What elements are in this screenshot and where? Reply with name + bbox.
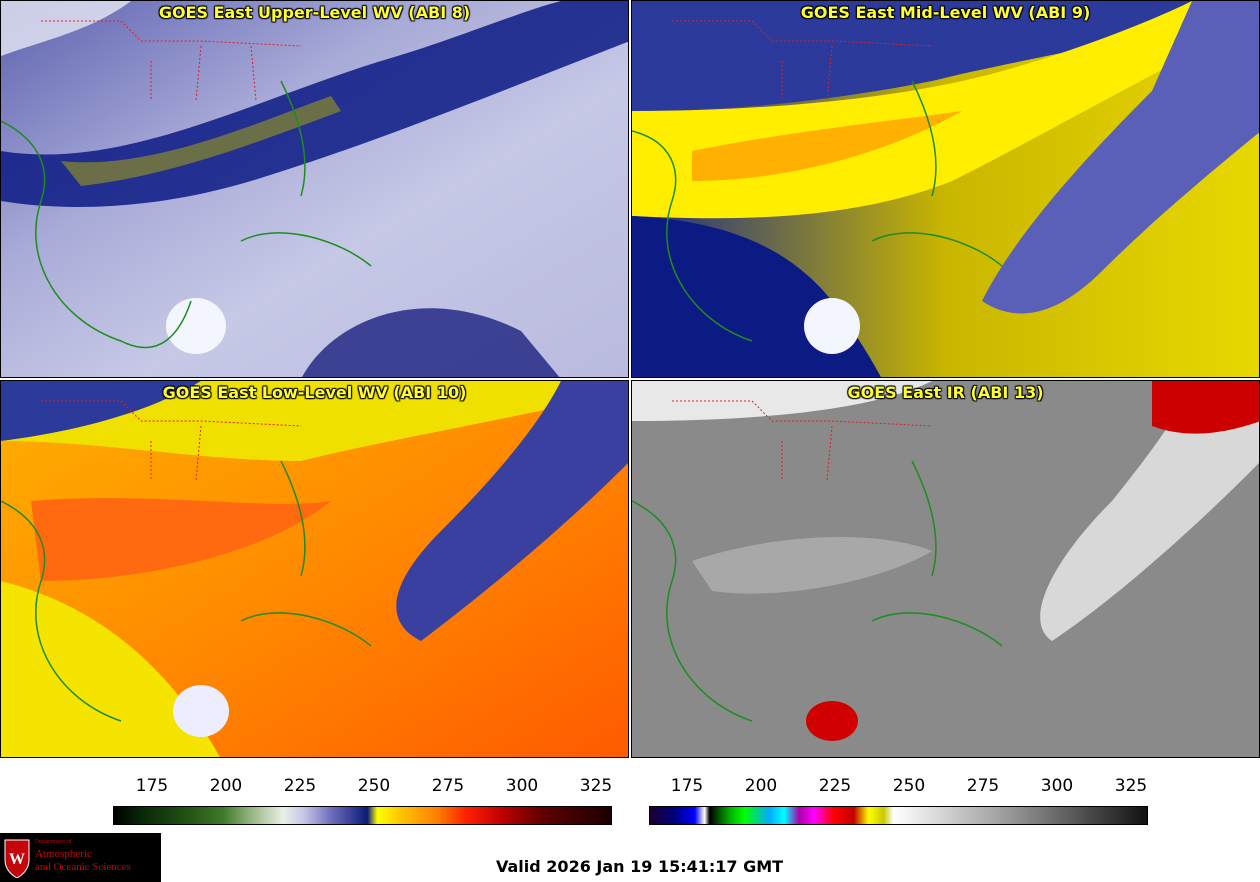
tick-label: 225 <box>283 776 317 796</box>
tick-label: 275 <box>431 776 465 796</box>
ir-colorbar-gradient <box>649 806 1148 825</box>
logo-line-2: Atmospheric <box>35 848 92 860</box>
valid-time: Valid 2026 Jan 19 15:41:17 GMT <box>496 857 784 876</box>
wv-colorbar-gradient <box>113 806 612 825</box>
tick-label: 225 <box>818 776 852 796</box>
panel-title: GOES East Upper-Level WV (ABI 8) <box>158 3 471 22</box>
tick-label: 175 <box>670 776 704 796</box>
low-level-wv-image <box>1 381 628 757</box>
ir-panel: GOES East IR (ABI 13) <box>631 380 1260 758</box>
tick-label: 300 <box>1040 776 1074 796</box>
uw-crest-icon: W <box>4 839 30 878</box>
logo-line-1: Department of <box>35 839 72 845</box>
panel-title: GOES East Low-Level WV (ABI 10) <box>162 383 467 402</box>
tick-label: 325 <box>579 776 613 796</box>
mid-level-wv-image <box>632 1 1259 377</box>
upper-level-wv-image <box>1 1 628 377</box>
low-level-wv-panel: GOES East Low-Level WV (ABI 10) <box>0 380 629 758</box>
upper-level-wv-panel: GOES East Upper-Level WV (ABI 8) <box>0 0 629 378</box>
aos-logo: W Department of Atmospheric and Oceanic … <box>0 833 161 882</box>
svg-text:W: W <box>9 851 25 868</box>
tick-label: 250 <box>892 776 926 796</box>
panel-title: GOES East IR (ABI 13) <box>847 383 1044 402</box>
tick-label: 250 <box>357 776 391 796</box>
tick-label: 200 <box>744 776 778 796</box>
tick-label: 275 <box>966 776 1000 796</box>
panel-title: GOES East Mid-Level WV (ABI 9) <box>800 3 1091 22</box>
tick-label: 325 <box>1114 776 1148 796</box>
tick-label: 200 <box>209 776 243 796</box>
logo-line-3: and Oceanic Sciences <box>35 861 131 873</box>
ir-image <box>632 381 1259 757</box>
tick-label: 300 <box>505 776 539 796</box>
mid-level-wv-panel: GOES East Mid-Level WV (ABI 9) <box>631 0 1260 378</box>
tick-label: 175 <box>135 776 169 796</box>
